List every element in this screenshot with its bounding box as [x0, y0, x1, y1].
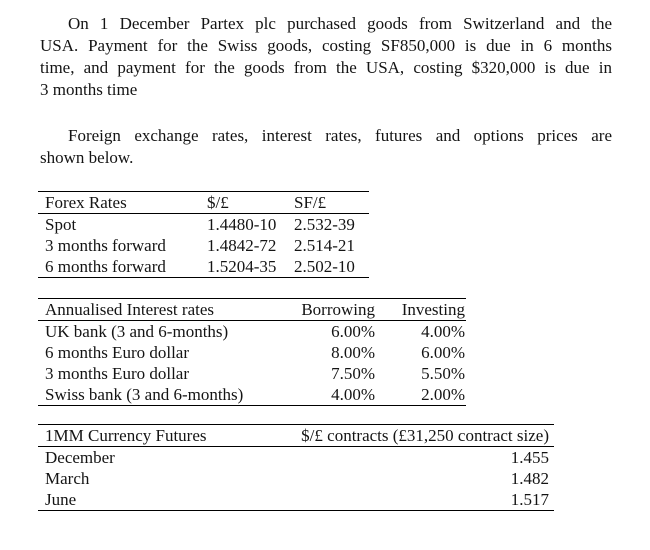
- cell-value: 1.5204-35: [207, 257, 277, 276]
- interest-header-borrowing: Borrowing: [301, 300, 375, 319]
- table-row: 3 months forward 1.4842-72 2.514-21: [38, 235, 369, 256]
- row-label: 6 months forward: [45, 257, 166, 276]
- cell-value: 4.00%: [331, 385, 375, 404]
- cell-value: 6.00%: [331, 322, 375, 341]
- interest-header-row: Annualised Interest rates Borrowing Inve…: [38, 298, 466, 321]
- cell-value: 2.514-21: [294, 236, 355, 255]
- table-row: Swiss bank (3 and 6-months) 4.00% 2.00%: [38, 384, 466, 406]
- table-row: UK bank (3 and 6-months) 6.00% 4.00%: [38, 321, 466, 343]
- interest-header-label: Annualised Interest rates: [45, 300, 214, 319]
- intro-paragraph: On 1 December Partex plc purchased goods…: [40, 13, 612, 101]
- intro-line: 3 months time: [40, 80, 138, 99]
- table-row: Spot 1.4480-10 2.532-39: [38, 214, 369, 236]
- row-label: December: [45, 448, 115, 467]
- row-label: 3 months forward: [45, 236, 166, 255]
- cell-value: 5.50%: [421, 364, 465, 383]
- futures-header-label: 1MM Currency Futures: [45, 426, 207, 445]
- row-label: June: [45, 490, 77, 509]
- rates-note-paragraph: Foreign exchange rates, interest rates, …: [40, 125, 612, 169]
- interest-rates-table: Annualised Interest rates Borrowing Inve…: [38, 298, 466, 406]
- cell-value: 1.517: [510, 490, 549, 509]
- futures-header-row: 1MM Currency Futures $/£ contracts (£31,…: [38, 424, 554, 447]
- table-row: 6 months forward 1.5204-35 2.502-10: [38, 256, 369, 278]
- currency-futures-table: 1MM Currency Futures $/£ contracts (£31,…: [38, 424, 554, 511]
- forex-header-row: Forex Rates $/£ SF/£: [38, 191, 369, 214]
- row-label: Swiss bank (3 and 6-months): [45, 385, 244, 404]
- table-row: 3 months Euro dollar 7.50% 5.50%: [38, 363, 466, 384]
- cell-value: 7.50%: [331, 364, 375, 383]
- cell-value: 2.502-10: [294, 257, 355, 276]
- futures-header-contracts: $/£ contracts (£31,250 contract size): [301, 426, 549, 445]
- interest-header-investing: Investing: [401, 300, 465, 319]
- row-label: 3 months Euro dollar: [45, 364, 190, 383]
- intro-line: time, and payment for the goods from the…: [40, 58, 612, 77]
- row-label: Spot: [45, 215, 77, 234]
- cell-value: 2.00%: [421, 385, 465, 404]
- rates-note-line: shown below.: [40, 148, 134, 167]
- intro-line: USA. Payment for the Swiss goods, costin…: [40, 36, 612, 55]
- rates-note-line: Foreign exchange rates, interest rates, …: [68, 126, 612, 145]
- cell-value: 1.482: [510, 469, 549, 488]
- cell-value: 1.4480-10: [207, 215, 277, 234]
- cell-value: 6.00%: [421, 343, 465, 362]
- cell-value: 8.00%: [331, 343, 375, 362]
- table-row: December 1.455: [38, 447, 554, 469]
- table-row: 6 months Euro dollar 8.00% 6.00%: [38, 342, 466, 363]
- intro-line: On 1 December Partex plc purchased goods…: [68, 14, 612, 33]
- forex-header-sf-gbp: SF/£: [294, 193, 327, 212]
- table-row: March 1.482: [38, 468, 554, 489]
- cell-value: 2.532-39: [294, 215, 355, 234]
- row-label: March: [45, 469, 90, 488]
- cell-value: 4.00%: [421, 322, 465, 341]
- forex-rates-table: Forex Rates $/£ SF/£ Spot 1.4480-10 2.53…: [38, 191, 369, 278]
- table-row: June 1.517: [38, 489, 554, 511]
- cell-value: 1.4842-72: [207, 236, 277, 255]
- row-label: 6 months Euro dollar: [45, 343, 190, 362]
- forex-header-label: Forex Rates: [45, 193, 127, 212]
- cell-value: 1.455: [510, 448, 549, 467]
- row-label: UK bank (3 and 6-months): [45, 322, 229, 341]
- forex-header-usd-gbp: $/£: [207, 193, 229, 212]
